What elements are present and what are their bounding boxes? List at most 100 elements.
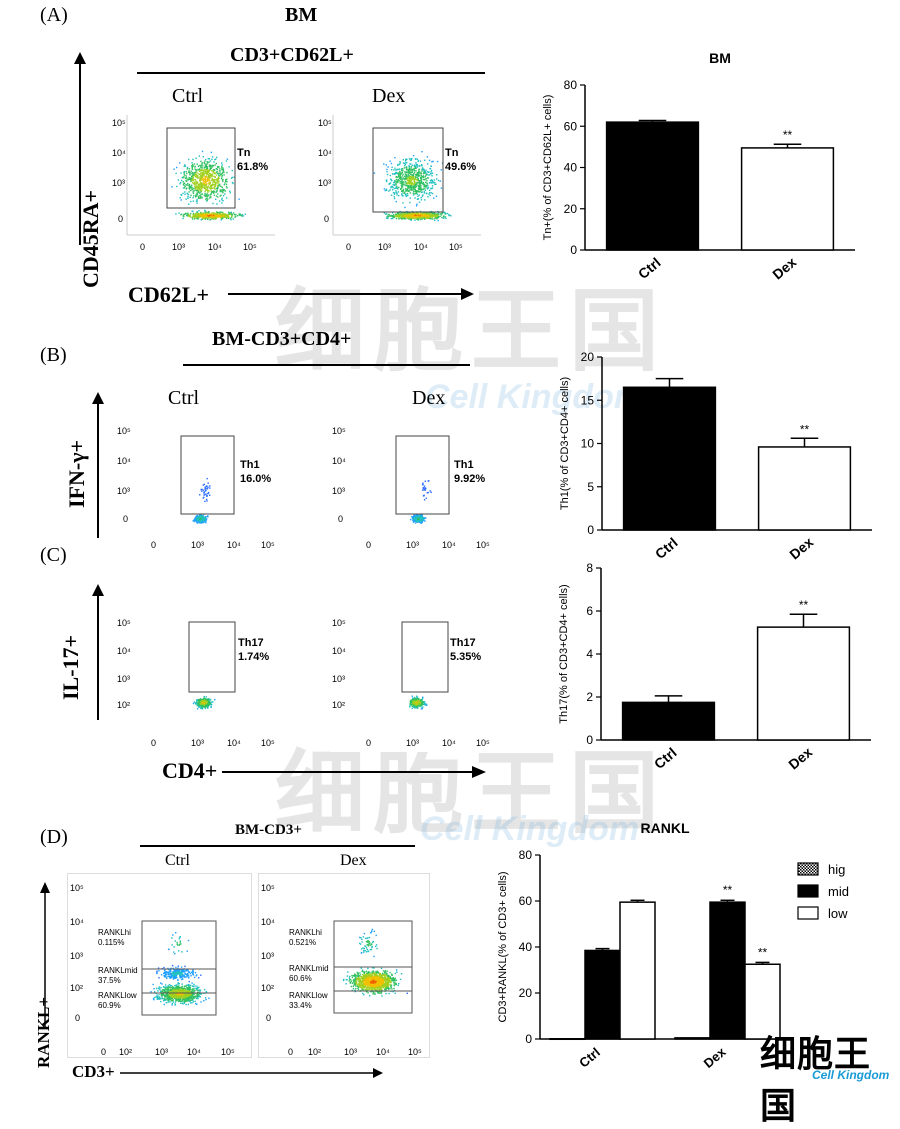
flow-event: [190, 999, 193, 1001]
flow-event: [200, 175, 203, 177]
flow-event: [414, 706, 417, 709]
flow-event: [202, 700, 205, 702]
flow-event: [412, 211, 415, 214]
flow-event: [186, 987, 188, 989]
flow-event: [187, 193, 190, 196]
flow-event: [417, 160, 419, 162]
flow-event: [404, 163, 407, 166]
flow-event: [161, 998, 163, 1000]
flow-event: [395, 187, 397, 189]
flow-event: [192, 995, 194, 998]
flow-event: [429, 167, 431, 170]
flow-event: [188, 215, 190, 217]
flow-event: [198, 186, 200, 189]
flow-event: [424, 189, 427, 192]
flow-event: [164, 986, 166, 988]
flow-event: [181, 970, 183, 973]
flow-event: [431, 215, 434, 217]
flow-event: [439, 215, 441, 218]
panel-a-x-arrow: [228, 288, 474, 300]
flow-event: [421, 517, 423, 520]
flow-event: [415, 170, 417, 172]
flow-event: [194, 997, 196, 999]
flow-event: [208, 702, 211, 705]
flow-event: [162, 998, 165, 1000]
flow-event: [393, 214, 395, 216]
flow-event: [175, 976, 177, 978]
flow-event: [215, 214, 218, 217]
flow-event: [397, 175, 399, 178]
flow-event: [397, 213, 400, 215]
flow-event: [191, 180, 193, 182]
flow-event: [172, 973, 174, 976]
gate-pct: 0.115%: [98, 938, 125, 947]
flow-event: [410, 182, 412, 184]
flow-event: [190, 200, 192, 203]
flow-event: [393, 180, 396, 182]
flow-event: [437, 216, 440, 218]
flow-event: [170, 970, 172, 973]
flow-event: [410, 159, 412, 161]
flow-event: [227, 215, 230, 217]
flow-event: [412, 215, 414, 217]
flow-event: [358, 980, 360, 983]
flow-event: [414, 193, 416, 195]
flow-event: [212, 170, 214, 172]
flow-event: [202, 216, 205, 219]
flow-event: [240, 214, 242, 216]
tick: 10³: [155, 1047, 168, 1057]
flow-event: [419, 172, 422, 174]
flow-event: [409, 706, 411, 708]
flow-event: [409, 172, 411, 174]
flow-event: [440, 214, 443, 216]
flow-event: [231, 214, 233, 216]
flow-event: [198, 522, 201, 524]
flow-event: [199, 514, 201, 516]
flow-event: [426, 187, 429, 189]
flow-event: [188, 990, 191, 993]
panel-b-y-arrow: [92, 392, 104, 538]
flow-event: [218, 184, 220, 186]
flow-event: [416, 218, 419, 221]
flow-event: [411, 707, 413, 709]
flow-event: [201, 519, 204, 521]
flow-event: [199, 173, 201, 175]
flow-event: [195, 181, 198, 183]
flow-event: [405, 215, 407, 217]
flow-event: [194, 171, 196, 174]
flow-event: [204, 166, 206, 168]
flow-event: [209, 179, 211, 181]
flow-event: [387, 217, 389, 220]
flow-event: [411, 183, 414, 185]
flow-event: [427, 212, 429, 214]
flow-event: [222, 180, 224, 183]
flow-event: [392, 187, 394, 189]
flow-event: [183, 976, 185, 978]
flow-event: [211, 170, 213, 172]
flow-event: [166, 986, 168, 989]
flow-event: [199, 169, 201, 172]
flow-event: [186, 990, 188, 992]
flow-event: [180, 199, 182, 201]
flow-event: [173, 996, 176, 998]
flow-event: [214, 171, 216, 174]
flow-event: [191, 218, 194, 220]
flow-event: [414, 181, 416, 184]
flow-event: [361, 988, 363, 991]
flow-event: [229, 217, 232, 220]
flow-event: [415, 192, 417, 194]
flow-event: [197, 165, 200, 167]
flow-event: [171, 974, 174, 976]
flow-event: [431, 212, 433, 214]
flow-event: [431, 187, 434, 189]
flow-event: [426, 217, 428, 220]
flow-event: [186, 984, 188, 986]
flow-event: [197, 214, 199, 217]
flow-event: [408, 168, 410, 171]
flow-event: [215, 195, 218, 197]
tick: 10²: [117, 700, 130, 710]
flow-event: [189, 988, 191, 991]
flow-event: [229, 190, 231, 192]
flow-event: [421, 702, 423, 704]
flow-event: [186, 166, 189, 169]
